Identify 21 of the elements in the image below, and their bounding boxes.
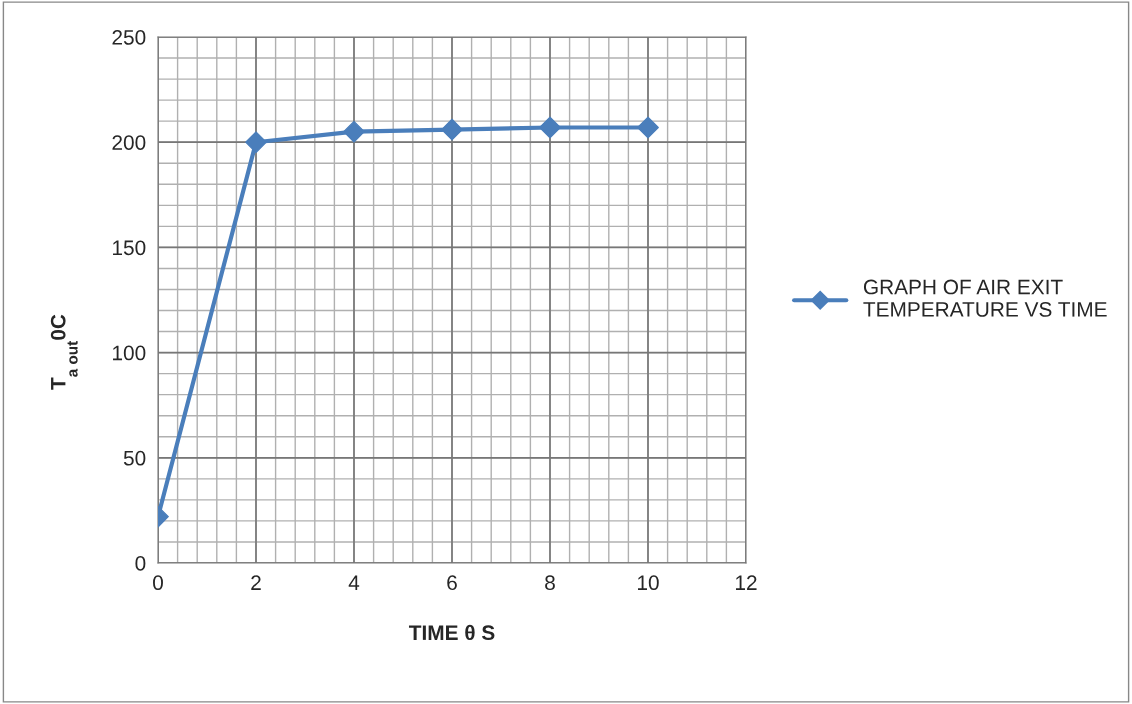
point: [245, 131, 267, 154]
y-tick-label: 150: [113, 240, 146, 256]
x-axis-title: TIME θ S: [408, 624, 495, 641]
x-tick-label: 10: [638, 575, 659, 591]
x-tick-label: 8: [545, 575, 555, 591]
point: [441, 118, 463, 141]
y-tick-label: 50: [123, 450, 146, 466]
legend-label: GRAPH OF AIR EXIT TEMPERATURE VS TIME: [863, 279, 1107, 317]
point: [343, 120, 365, 143]
y-tick-label: 100: [113, 345, 146, 361]
x-tick-label: 6: [447, 575, 457, 591]
y-tick-label: 250: [112, 30, 146, 45]
point: [637, 116, 659, 139]
x-tick-label: 12: [736, 575, 757, 590]
y-tick-label: 200: [112, 135, 146, 150]
x-tick-label: 4: [348, 575, 360, 590]
x-tick-label: 2: [251, 575, 261, 590]
point: [539, 116, 561, 139]
y-tick-label: 0: [135, 556, 146, 571]
y-axis-title: Ta out0C: [50, 314, 78, 390]
x-tick-label: 0: [153, 575, 163, 591]
